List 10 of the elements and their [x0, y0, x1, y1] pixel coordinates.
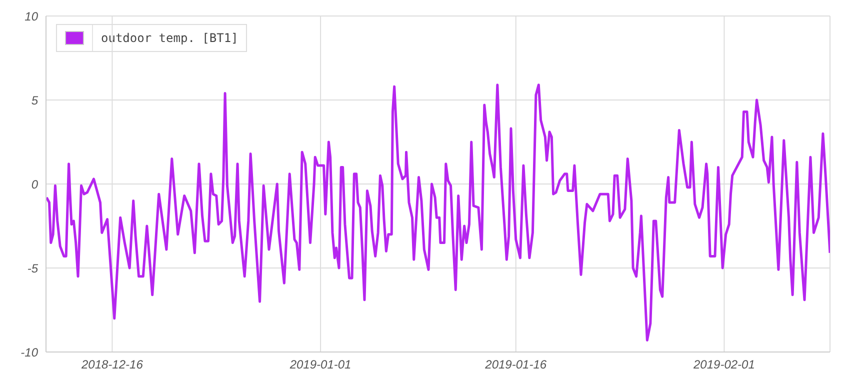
- y-tick-label: 10: [24, 9, 38, 24]
- y-tick-label: 5: [31, 93, 38, 108]
- legend: outdoor temp. [BT1]: [56, 24, 248, 52]
- y-tick-label: -5: [27, 261, 38, 276]
- y-tick-label: -10: [20, 345, 38, 360]
- x-tick-label: 2019-01-16: [484, 358, 547, 372]
- y-tick-label: 0: [31, 177, 38, 192]
- x-tick-label: 2019-02-01: [692, 358, 755, 372]
- x-tick-label: 2018-12-16: [80, 358, 144, 372]
- x-tick-label: 2019-01-01: [288, 358, 352, 372]
